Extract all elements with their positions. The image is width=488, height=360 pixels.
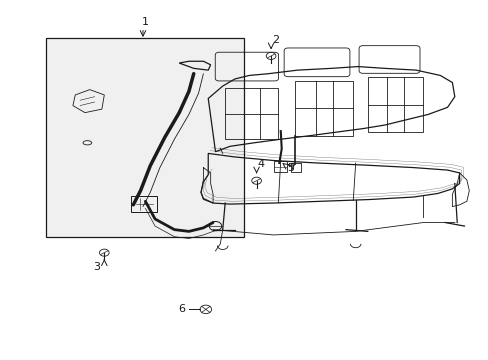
Text: 1: 1	[142, 17, 148, 27]
Text: 2: 2	[272, 35, 279, 45]
Bar	[224, 88, 278, 139]
Text: 3: 3	[93, 262, 101, 272]
Bar	[46, 38, 244, 237]
Bar	[291, 163, 301, 172]
Text: 6: 6	[178, 304, 185, 314]
Bar	[131, 196, 157, 212]
Text: 5: 5	[286, 163, 293, 172]
Text: 4: 4	[257, 159, 264, 169]
Bar	[367, 77, 423, 132]
Bar	[274, 161, 286, 172]
Bar	[295, 81, 352, 136]
